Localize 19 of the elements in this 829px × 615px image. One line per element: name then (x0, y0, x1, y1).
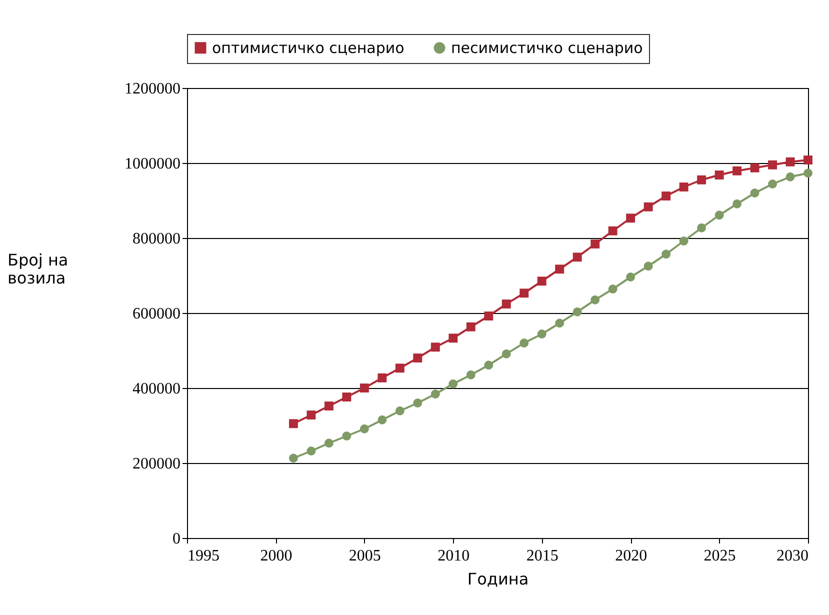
y-tick-label: 1000000 (124, 156, 180, 172)
x-tick-label: 2025 (704, 548, 736, 564)
y-tick-label: 1200000 (124, 80, 180, 98)
x-tick-label: 2020 (615, 548, 648, 564)
y-tick-label: 400000 (132, 380, 180, 398)
x-axis-title: Година (467, 570, 529, 588)
x-tick-label: 2000 (260, 548, 292, 564)
y-tick-label: 600000 (132, 306, 180, 322)
x-tick-label: 1995 (188, 548, 220, 564)
y-tick-label: 0 (172, 530, 180, 548)
legend-label: оптимистичко сценарио (212, 38, 404, 57)
x-tick-label: 2015 (526, 548, 558, 564)
y-tick-label: 800000 (132, 230, 180, 248)
x-tick-label: 2010 (438, 548, 470, 564)
legend-label: песимистичко сценарио (451, 38, 643, 57)
x-tick-label: 2005 (348, 548, 381, 564)
y-tick-label: 200000 (132, 456, 180, 472)
x-tick-label: 2030 (776, 548, 808, 564)
y-axis-title: Број на возила (8, 250, 68, 288)
